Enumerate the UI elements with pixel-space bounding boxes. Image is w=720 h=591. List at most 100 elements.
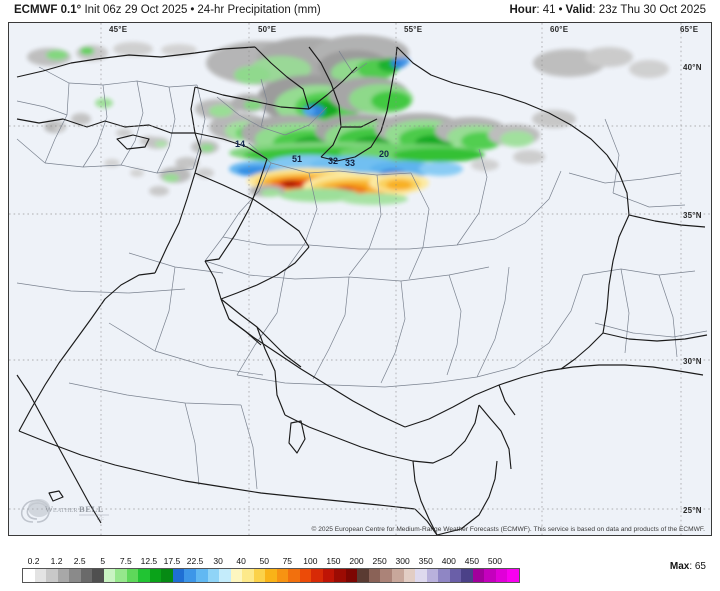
svg-text:W: W	[45, 504, 53, 514]
colorbar-swatch	[184, 569, 196, 582]
colorbar-tick: 12.5	[140, 556, 158, 566]
colorbar-swatch	[334, 569, 346, 582]
colorbar-swatch	[415, 569, 427, 582]
colorbar[interactable]: 0.2 1.2 2.5 5 7.5 12.5 17.5 22.5 30 40 50 75 100 150 2…	[8, 556, 712, 589]
hour-value: 41	[542, 4, 556, 16]
separator-dot: •	[190, 4, 195, 16]
colorbar-tick: 300	[395, 556, 410, 566]
svg-text:LLC: LLC	[97, 517, 104, 521]
valid-value: 23z Thu 30 Oct 2025	[598, 4, 706, 16]
colorbar-tick: 75	[282, 556, 293, 566]
degree-symbol: °	[76, 4, 82, 16]
colorbar-swatch	[138, 569, 150, 582]
hour-label: Hour	[509, 4, 537, 16]
header-bar: ECMWF 0.1° Init 06z 29 Oct 2025 • 24-hr Pr…	[0, 0, 720, 22]
colorbar-tick: 50	[259, 556, 269, 566]
colorbar-tick: 150	[326, 556, 341, 566]
colorbar-swatch	[426, 569, 439, 582]
colorbar-swatch	[403, 569, 416, 582]
max-label: Max	[669, 561, 690, 572]
colorbar-swatch	[92, 569, 104, 582]
colorbar-swatch	[115, 569, 127, 582]
colorbar-swatch	[149, 569, 162, 582]
colorbar-tick: 30	[213, 556, 223, 566]
colorbar-swatch	[230, 569, 243, 582]
colorbar-tick: 2.5	[73, 556, 86, 566]
colorbar-swatch	[103, 569, 116, 582]
ecmwf-attribution: © 2025 European Centre for Medium-Range …	[311, 526, 705, 533]
colorbar-swatch	[34, 569, 47, 582]
admin-boundaries	[16, 50, 708, 490]
precip-max-label: 14	[235, 139, 246, 149]
coastlines	[16, 46, 708, 535]
max-value-readout: Max: 65	[669, 561, 706, 572]
colorbar-swatch	[207, 569, 220, 582]
colorbar-tick: 100	[303, 556, 318, 566]
colorbar-swatch	[195, 569, 208, 582]
colorbar-tick: 500	[487, 556, 503, 566]
colorbar-swatch	[126, 569, 139, 582]
colorbar-tick: 450	[464, 556, 479, 566]
map-canvas[interactable]: 45°E 50°E 55°E 60°E 65°E 40°N 35°N 30°N …	[8, 22, 712, 536]
colorbar-tick: 17.5	[163, 556, 181, 566]
lat-lon-grid	[9, 23, 711, 535]
colorbar-swatch	[265, 569, 277, 582]
colorbar-swatch	[461, 569, 473, 582]
colorbar-swatch	[345, 569, 358, 582]
colorbar-tick: 5	[100, 556, 106, 566]
forecast-validity: Hour: 41 • Valid: 23z Thu 30 Oct 2025	[509, 4, 706, 16]
colorbar-tick: 22.5	[186, 556, 204, 566]
colorbar-swatch	[161, 569, 173, 582]
colorbar-tick: 7.5	[119, 556, 132, 566]
colorbar-swatch	[242, 569, 254, 582]
colorbar-swatch	[253, 569, 266, 582]
weatherbell-logo: W EATHER BELL LLC	[20, 499, 109, 523]
colorbar-tick: 200	[349, 556, 364, 566]
precip-field	[27, 35, 669, 205]
colorbar-swatch	[288, 569, 300, 582]
precip-max-label: 33	[345, 158, 356, 168]
init-time: Init 06z 29 Oct 2025	[84, 4, 188, 16]
svg-text:BELL: BELL	[79, 504, 104, 514]
colorbar-swatch	[380, 569, 392, 582]
colorbar-tick: 40	[236, 556, 246, 566]
precip-max-label: 32	[328, 156, 339, 166]
colorbar-tick: 0.2	[27, 556, 40, 566]
colorbar-swatch	[69, 569, 81, 582]
colorbar-swatch	[299, 569, 312, 582]
colorbar-swatch	[449, 569, 462, 582]
field-name: 24-hr Precipitation (mm)	[197, 4, 321, 16]
colorbar-swatch	[23, 569, 35, 582]
colorbar-swatch	[357, 569, 369, 582]
precip-max-label: 20	[379, 149, 390, 159]
valid-label: Valid	[565, 4, 593, 16]
colorbar-swatch	[495, 569, 508, 582]
colorbar-tick: 1.2	[50, 556, 63, 566]
colorbar-swatch	[392, 569, 404, 582]
colorbar-tick-labels: 0.2 1.2 2.5 5 7.5 12.5 17.5 22.5 30 40 50 75 100 150 2…	[8, 556, 518, 567]
colorbar-tick: 250	[372, 556, 387, 566]
model-title: ECMWF 0.1° Init 06z 29 Oct 2025 • 24-hr Pr…	[14, 4, 321, 16]
model-name: ECMWF 0.1	[14, 4, 77, 16]
colorbar-tick: 350	[418, 556, 433, 566]
colorbar-swatch	[507, 569, 519, 582]
colorbar-swatch	[46, 569, 58, 582]
colorbar-swatch	[80, 569, 93, 582]
svg-text:EATHER: EATHER	[53, 508, 78, 514]
map-graphics	[9, 23, 711, 535]
colorbar-swatch	[368, 569, 381, 582]
colorbar-swatch	[322, 569, 335, 582]
colorbar-swatch	[219, 569, 231, 582]
colorbar-swatch	[311, 569, 323, 582]
colorbar-swatch	[172, 569, 185, 582]
colorbar-tick: 400	[441, 556, 456, 566]
precip-max-label: 51	[292, 154, 303, 164]
colorbar-swatch	[438, 569, 450, 582]
separator-dot-2: •	[558, 4, 563, 16]
colorbar-swatch	[276, 569, 289, 582]
colorbar-swatches[interactable]	[22, 568, 520, 583]
colorbar-swatch	[57, 569, 70, 582]
max-number: 65	[694, 561, 706, 572]
colorbar-swatch	[484, 569, 496, 582]
